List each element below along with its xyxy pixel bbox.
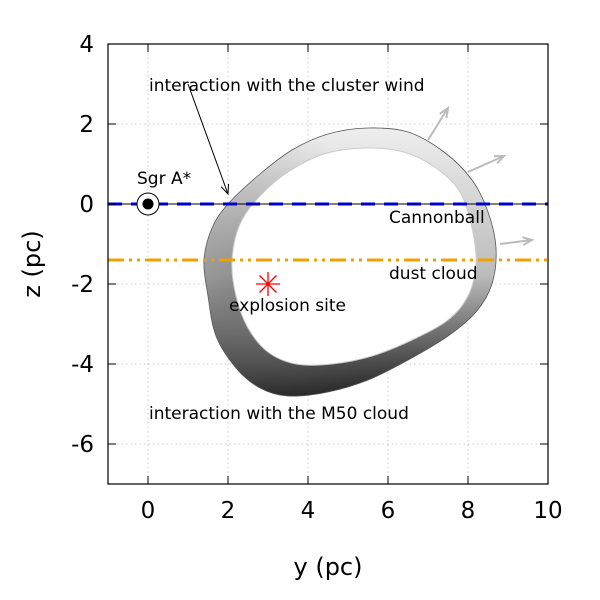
cluster-wind-arrow <box>187 83 229 195</box>
outflow-arrow-head <box>493 154 507 164</box>
outflow-arrow <box>499 239 533 245</box>
dust-cloud-label: dust cloud <box>389 264 478 284</box>
cannonball-label: Cannonball <box>389 208 485 228</box>
sgr-a-label: Sgr A* <box>137 169 191 189</box>
x-tick-label: 0 <box>141 498 156 524</box>
m50-cloud-label: interaction with the M50 cloud <box>149 404 409 424</box>
x-tick-label: 10 <box>533 498 562 524</box>
tick-labels-group: 0 2 4 6 8 10 4 2 0 -2 -4 -6 <box>71 32 563 524</box>
plot-frame <box>107 43 549 485</box>
x-axis-label: y (pc) <box>294 553 363 581</box>
x-tick-label: 4 <box>301 498 316 524</box>
shell-group <box>203 127 497 397</box>
outflow-arrow-head <box>522 236 535 246</box>
y-tick-label: -6 <box>71 432 94 458</box>
explosion-marker <box>259 275 277 293</box>
outflow-arrow-head <box>439 105 450 119</box>
y-tick-label: -2 <box>71 272 94 298</box>
cluster-wind-label: interaction with the cluster wind <box>149 76 425 96</box>
outflow-arrow <box>467 155 505 173</box>
reference-lines <box>108 202 548 262</box>
cluster-wind-arrow-head <box>220 183 230 196</box>
y-tick-label: 4 <box>79 32 94 58</box>
y-axis-label: z (pc) <box>18 230 46 297</box>
shell-inner <box>231 147 477 366</box>
x-tick-label: 8 <box>461 498 476 524</box>
x-tick-label: 6 <box>381 498 396 524</box>
y-tick-label: 2 <box>79 112 94 138</box>
arrows-group <box>187 83 535 246</box>
ticks-group <box>108 43 549 484</box>
outflow-arrow <box>427 107 449 141</box>
x-tick-label: 2 <box>221 498 236 524</box>
annotations-group: interaction with the cluster wind Sgr A* C… <box>137 76 485 424</box>
markers-group <box>136 192 280 296</box>
sgr-a-dot <box>142 198 154 210</box>
y-tick-label: -4 <box>71 352 94 378</box>
y-tick-label: 0 <box>79 192 94 218</box>
explosion-site-label: explosion site <box>229 296 346 316</box>
